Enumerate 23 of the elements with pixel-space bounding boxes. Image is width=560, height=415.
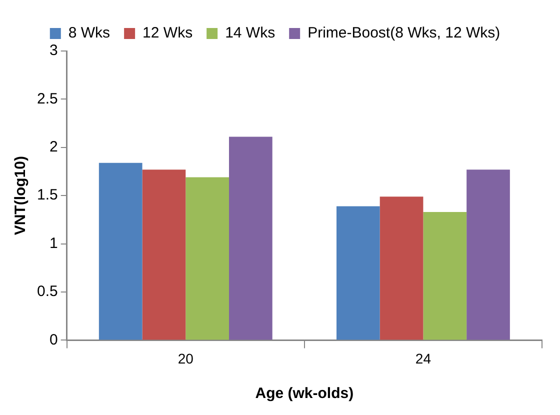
legend-label: 12 Wks [142,24,193,42]
x-tick-label: 24 [415,350,432,366]
bar [228,136,272,340]
x-tick-label: 20 [178,350,194,366]
y-axis-title: VNT(log10) [12,156,30,236]
bar [186,177,229,340]
y-tick-label: 0 [50,331,58,348]
y-tick-label: 2 [50,138,58,156]
y-tick-label: 1 [50,234,58,252]
bar [380,196,424,340]
legend-label: 8 Wks [68,24,110,42]
bar [98,162,142,340]
bar [423,212,467,340]
legend-label: 14 Wks [225,24,276,42]
bar [336,206,380,340]
y-tick-label: 3 [50,42,58,60]
y-tick-label: 0.5 [36,283,58,300]
bar [466,170,510,340]
y-tick-label: 1.5 [36,186,58,204]
bar [142,170,186,340]
legend-label: Prime-Boost(8 Wks, 12 Wks) [308,24,500,42]
x-axis-title: Age (wk-olds) [255,385,354,402]
y-tick-label: 2.5 [36,90,58,108]
